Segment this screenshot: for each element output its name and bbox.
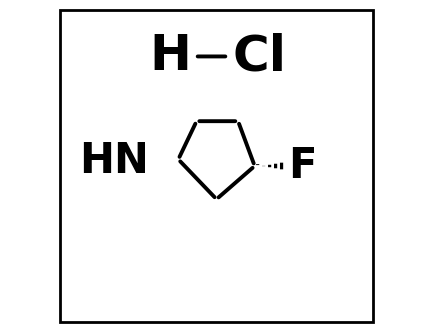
Text: F: F (288, 145, 317, 187)
Text: HN: HN (79, 140, 149, 182)
Text: Cl: Cl (233, 33, 287, 80)
Text: H: H (149, 33, 191, 80)
